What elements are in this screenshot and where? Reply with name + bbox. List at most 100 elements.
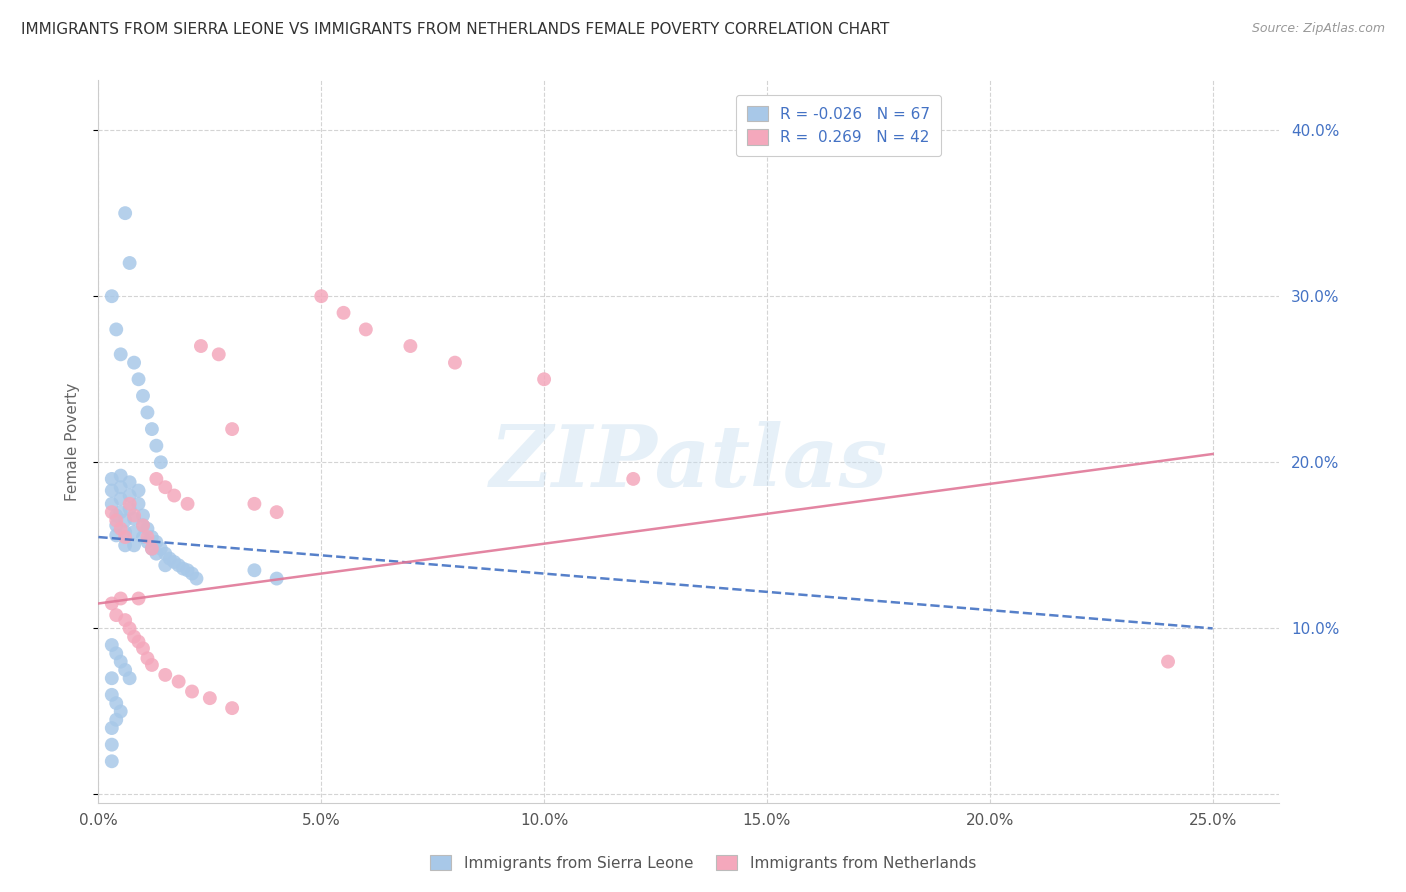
Point [1157,655,1180,669]
Point [141,541,163,556]
Point [101,721,124,735]
Point [118,671,141,685]
Text: Source: ZipAtlas.com: Source: ZipAtlas.com [1251,22,1385,36]
Text: IMMIGRANTS FROM SIERRA LEONE VS IMMIGRANTS FROM NETHERLANDS FEMALE POVERTY CORRE: IMMIGRANTS FROM SIERRA LEONE VS IMMIGRAN… [21,22,890,37]
Point [136,651,159,665]
Point [221,701,243,715]
Point [145,439,167,453]
Point [155,547,177,561]
Point [122,508,145,523]
Point [110,505,132,519]
Point [176,563,198,577]
Point [145,535,167,549]
Point [110,655,132,669]
Point [243,497,266,511]
Point [101,483,124,498]
Point [167,558,190,573]
Point [101,738,124,752]
Point [332,306,354,320]
Point [118,256,141,270]
Point [167,674,190,689]
Point [101,289,124,303]
Point [243,563,266,577]
Point [181,566,204,581]
Point [141,530,163,544]
Point [208,347,231,361]
Point [190,339,212,353]
Point [266,572,288,586]
Point [132,389,155,403]
Point [149,541,172,556]
Point [101,505,124,519]
Point [110,491,132,506]
Point [122,356,145,370]
Point [122,538,145,552]
Point [101,671,124,685]
Point [141,422,163,436]
Point [136,535,159,549]
Point [136,522,159,536]
Legend: Immigrants from Sierra Leone, Immigrants from Netherlands: Immigrants from Sierra Leone, Immigrants… [420,846,986,880]
Point [105,713,128,727]
Point [128,591,150,606]
Point [110,522,132,536]
Point [444,356,467,370]
Point [181,684,204,698]
Point [159,551,181,566]
Point [118,497,141,511]
Point [145,472,167,486]
Point [118,489,141,503]
Point [399,339,422,353]
Point [110,480,132,494]
Point [155,558,177,573]
Point [114,524,136,539]
Point [621,472,644,486]
Point [122,512,145,526]
Point [128,634,150,648]
Point [128,483,150,498]
Point [114,530,136,544]
Point [101,472,124,486]
Point [114,663,136,677]
Point [114,513,136,527]
Point [155,668,177,682]
Point [110,591,132,606]
Point [105,608,128,623]
Point [198,691,221,706]
Point [128,497,150,511]
Point [105,518,128,533]
Point [101,688,124,702]
Point [101,754,124,768]
Point [145,547,167,561]
Point [105,696,128,710]
Point [110,705,132,719]
Point [141,657,163,672]
Point [132,508,155,523]
Point [105,646,128,660]
Text: ZIPatlas: ZIPatlas [489,421,889,505]
Point [221,422,243,436]
Point [163,555,186,569]
Point [105,528,128,542]
Point [114,538,136,552]
Point [114,206,136,220]
Point [118,501,141,516]
Point [354,322,377,336]
Point [266,505,288,519]
Point [114,613,136,627]
Point [122,524,145,539]
Point [136,530,159,544]
Point [118,475,141,490]
Point [309,289,332,303]
Point [110,468,132,483]
Point [105,513,128,527]
Point [101,638,124,652]
Point [110,347,132,361]
Point [105,508,128,523]
Point [186,572,208,586]
Point [533,372,555,386]
Point [101,497,124,511]
Point [141,541,163,556]
Point [128,372,150,386]
Y-axis label: Female Poverty: Female Poverty [65,383,80,500]
